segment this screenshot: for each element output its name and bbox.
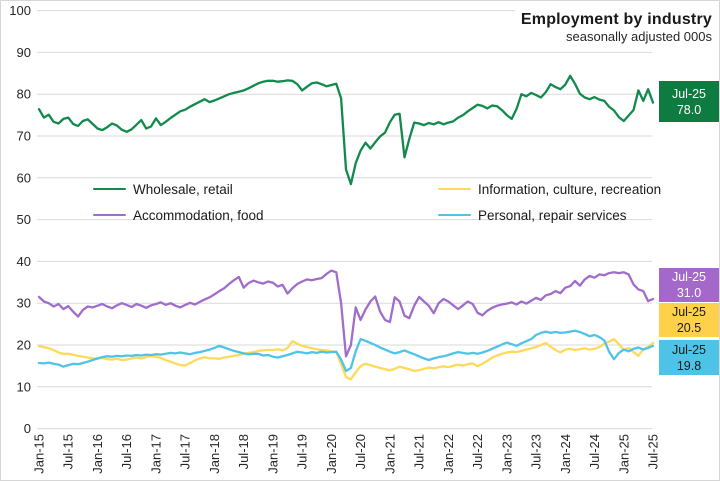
y-axis-tick-label: 100 [9,3,31,18]
x-axis-tick-label: Jan-25 [616,434,631,474]
x-axis-tick-label: Jan-16 [90,434,105,474]
chart-title: Employment by industry [520,11,712,28]
end-label-information-culture-recreation: Jul-25 20.5 [659,303,719,337]
x-axis-tick-label: Jul-23 [529,434,544,469]
x-axis-tick-label: Jul-22 [470,434,485,469]
x-axis-tick-label: Jul-25 [646,434,661,469]
legend-label: Personal, repair services [478,207,627,223]
legend-item-wholesale-retail: Wholesale, retail [93,180,233,198]
end-label-value: 78.0 [676,102,702,117]
end-label-value: 31.0 [676,286,702,300]
y-axis-tick-label: 80 [17,87,31,102]
x-axis-tick-label: Jul-17 [178,434,193,469]
x-axis-tick-label: Jul-19 [295,434,310,469]
end-label-period: Jul-25 [671,86,707,101]
series-line-wholesale-retail [37,74,655,186]
x-axis-tick-label: Jan-20 [324,434,339,474]
y-axis-tick-label: 60 [17,170,31,185]
x-axis-tick-label: Jul-15 [61,434,76,469]
y-axis-tick-label: 10 [17,379,31,394]
legend-item-personal-repair-services: Personal, repair services [438,206,627,224]
end-label-value: 19.8 [676,358,702,373]
x-axis-tick-label: Jul-21 [412,434,427,469]
end-label-personal-repair-services: Jul-25 19.8 [659,340,719,375]
chart-header: Employment by industry seasonally adjust… [514,10,712,44]
x-axis-tick-label: Jan-17 [149,434,164,474]
legend-swatch [438,213,471,217]
x-axis-tick-label: Jan-22 [441,434,456,474]
x-axis-tick-label: Jul-16 [119,434,134,469]
end-label-wholesale-retail: Jul-25 78.0 [659,81,719,122]
legend-swatch [93,213,126,217]
y-axis-tick-label: 20 [17,338,31,353]
x-axis-tick-label: Jan-18 [207,434,222,474]
legend-label: Accommodation, food [133,207,264,223]
end-label-value: 20.5 [676,321,702,335]
legend-label: Information, culture, recreation [478,181,662,197]
x-axis-tick-label: Jan-24 [558,434,573,474]
y-axis-tick-label: 0 [24,421,31,436]
end-label-accommodation-food: Jul-25 31.0 [659,268,719,302]
legend-swatch [93,187,126,191]
x-axis-tick-label: Jan-21 [382,434,397,474]
x-axis-tick-label: Jan-19 [265,434,280,474]
chart-subtitle: seasonally adjusted 000s [566,29,712,44]
y-axis-tick-label: 50 [17,212,31,227]
y-axis-tick-label: 90 [17,45,31,60]
y-axis-tick-label: 70 [17,129,31,144]
series-line-information-culture-recreation [37,337,655,381]
end-label-period: Jul-25 [671,270,707,284]
x-axis-tick-label: Jul-24 [587,434,602,469]
x-axis-tick-label: Jan-15 [32,434,47,474]
legend-swatch [438,187,471,191]
y-axis-tick-label: 40 [17,254,31,269]
end-label-period: Jul-25 [671,305,707,319]
end-label-period: Jul-25 [671,342,707,357]
x-axis-tick-label: Jan-23 [499,434,514,474]
x-axis-tick-label: Jul-18 [236,434,251,469]
series-line-personal-repair-services [37,329,655,373]
legend-item-information-culture-recreation: Information, culture, recreation [438,180,661,198]
x-axis-tick-label: Jul-20 [353,434,368,469]
legend-item-accommodation-food: Accommodation, food [93,206,264,224]
series-line-accommodation-food [37,269,655,358]
legend-label: Wholesale, retail [133,181,233,197]
y-axis-tick-label: 30 [17,296,31,311]
